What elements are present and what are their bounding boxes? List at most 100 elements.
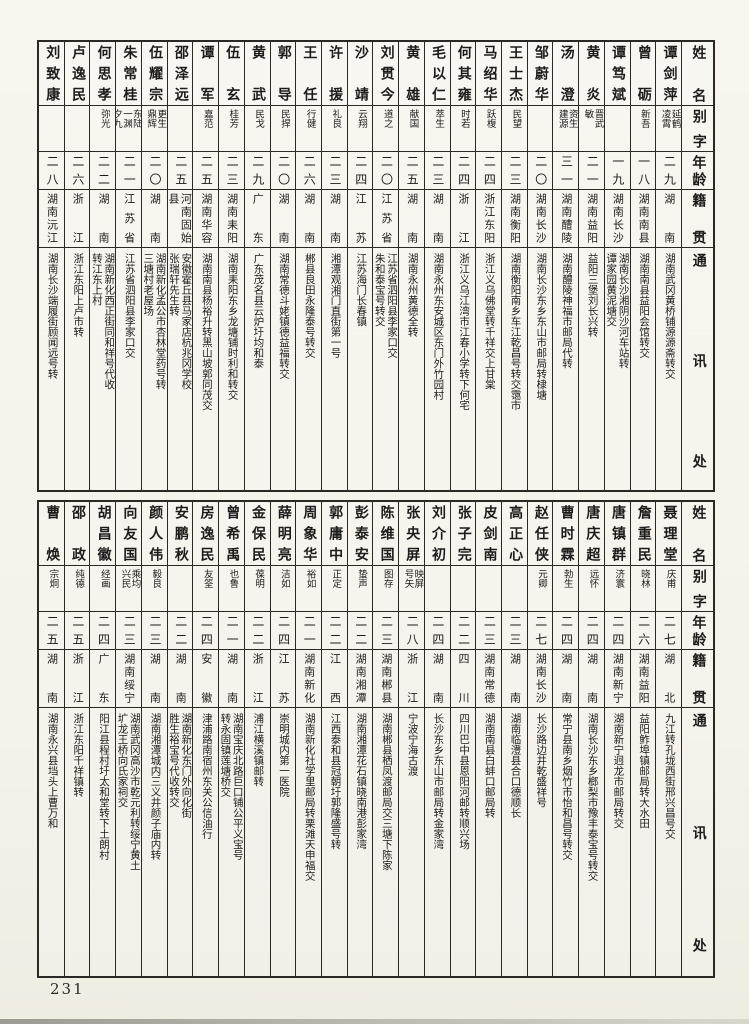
person-native-place: 浙江 — [251, 653, 264, 704]
person-native-place: 湖北 — [662, 653, 675, 704]
person-column: 许援 礼良 二三 湖南 湘潭观湘门直街第一号 — [320, 42, 347, 490]
person-courtesy-name: 献国 — [407, 109, 418, 128]
person-column: 伍耀宗 更生 鼎辉 二〇 湖南 湖南新化孟公市杏林堂药号转 三塘村老屋场 — [140, 42, 167, 490]
person-name: 毛以仁 — [430, 45, 445, 102]
header-courtesy-name: 别字 — [690, 109, 706, 148]
person-courtesy-name: 葆明 — [253, 569, 264, 588]
person-name: 邹蔚华 — [532, 45, 548, 102]
person-age: 二四 — [199, 615, 214, 646]
person-age: 二四 — [96, 615, 111, 646]
person-age: 二八 — [45, 155, 60, 186]
person-column: 高正心 二三 湖南 湖南临澧县合口德顺长 — [500, 502, 527, 976]
header-column: 姓名 别字 年龄 籍贯 通讯处 — [681, 502, 713, 976]
person-contact-address: 湖南新化孟公市杏林堂药号转 三塘村老屋场 — [142, 253, 166, 390]
person-native-place: 江苏 — [277, 653, 290, 704]
person-column: 曹时霖 勃生 二四 湖南 常宁县南乡烟竹市怡和昌号转交 — [552, 502, 579, 976]
header-native-place: 籍贯 — [690, 193, 706, 244]
person-name: 赵任侠 — [532, 505, 548, 562]
person-name: 黄武 — [249, 45, 265, 102]
person-contact-address: 湖南醴陵神福市邮局代转 — [560, 253, 572, 369]
person-courtesy-name: 晋武 敏 — [582, 109, 603, 128]
person-name: 皮剑南 — [481, 505, 497, 562]
person-age: 二三 — [328, 155, 343, 186]
page-number: 231 — [50, 980, 85, 998]
person-contact-address: 浙江义乌江湾市江春小学转下何宅 — [458, 253, 470, 411]
person-courtesy-name: 道之 — [381, 109, 392, 128]
person-native-place: 安徽 — [199, 653, 212, 704]
person-column: 毛以仁 萃生 二三 湖南 湖南永州东安城区东门外竹园村 — [423, 42, 450, 490]
person-age: 二四 — [482, 155, 497, 186]
directory-table-bottom: 姓名 别字 年龄 籍贯 通讯处 聂理堂 庆甫 二七 湖北 九江转孔垅西街邢兴昌号… — [37, 500, 715, 978]
person-column: 何其雍 时若 二四 浙江 浙江义乌江湾市江春小学转下何宅 — [449, 42, 476, 490]
person-column: 聂理堂 庆甫 二七 湖北 九江转孔垅西街邢兴昌号交 — [655, 502, 681, 976]
person-contact-address: 长沙路边井乾盛祥号 — [535, 713, 547, 808]
person-native-place: 湖南 — [431, 653, 444, 704]
person-column: 周象华 裕如 二一 湖南新化 湖南新化社学里邮局转栗滩天申福交 — [295, 502, 321, 976]
person-name: 谭笃斌 — [610, 45, 626, 102]
person-age: 二〇 — [379, 155, 394, 186]
person-column: 赵任侠 元卿 二七 湖南长沙 长沙路边井乾盛祥号 — [526, 502, 553, 976]
person-native-place: 浙江 — [405, 653, 418, 704]
person-contact-address: 湖南长沙湘阴沙河车站转 谭家园黄泥塘交 — [605, 253, 629, 369]
person-courtesy-name: 礼良 — [330, 109, 341, 128]
person-courtesy-name: 也鲁 — [227, 569, 238, 588]
person-courtesy-name: 萃生 — [433, 109, 444, 128]
person-native-place: 湖南常德 — [482, 653, 495, 704]
person-name: 伍玄 — [224, 45, 240, 102]
person-age: 二一 — [302, 615, 317, 646]
person-age: 二二 — [173, 615, 188, 646]
person-native-place: 浙江 — [457, 193, 470, 244]
person-column: 向友国 乘均 兴民 二三 湖南绥宁 湖南武冈高沙市乾元利转绥宁黄土 圹龙王桥向氏… — [115, 502, 141, 976]
person-contact-address: 湖南永州黄德全转 — [406, 253, 418, 337]
person-name: 金保民 — [249, 505, 265, 562]
person-courtesy-name: 资生 建源 — [556, 109, 577, 128]
person-age: 二三 — [508, 615, 523, 646]
person-column: 房逸民 友筌 二四 安徽 津浦路南宿州东关公信油行 — [192, 502, 219, 976]
person-native-place: 湖南长沙 — [611, 193, 624, 244]
person-contact-address: 湖南长沙端履街顾闻远号转 — [46, 253, 58, 379]
person-column: 颜人伟 毅良 二三 湖南 湖南湘潭城内三义井颜子庙内转 — [140, 502, 167, 976]
person-name: 何思孝 — [95, 45, 111, 102]
person-courtesy-name: 跃椱 — [484, 109, 495, 128]
person-courtesy-name: 友筌 — [201, 569, 212, 588]
header-age: 年龄 — [690, 155, 706, 186]
person-native-place: 江苏省 — [122, 193, 135, 244]
person-name: 张子完 — [455, 505, 471, 562]
person-age: 二一 — [225, 615, 240, 646]
person-name: 向友国 — [121, 505, 137, 562]
person-name: 王士杰 — [507, 45, 523, 102]
person-contact-address: 江苏省泗阳县李家口交 — [123, 253, 135, 358]
person-name: 刘致康 — [44, 45, 60, 102]
person-column: 朱常桂 东陆 一渊 夕九 二一 江苏省 江苏省泗阳县李家口交 — [115, 42, 141, 490]
person-column: 胡昌徽 经画 二四 广东 阳江县程村圩太和堂转下土朗村 — [89, 502, 116, 976]
person-column: 邵政 纯德 二五 浙江 浙江东阳千祥镇转 — [63, 502, 90, 976]
person-age: 二五 — [70, 615, 85, 646]
person-name: 黄雄 — [404, 45, 420, 102]
person-age: 二九 — [662, 155, 677, 186]
person-column: 唐镇群 济寰 二四 湖南新宁 湖南新宁迥龙市邮局转交 — [603, 502, 630, 976]
person-native-place: 湖南 — [45, 653, 58, 704]
person-contact-address: 江西泰和县冠朝圩郭隆盛号转 — [329, 713, 341, 850]
person-contact-address: 四川巴中县恩阳河邮转顺兴场 — [458, 713, 470, 850]
person-name: 聂理堂 — [661, 505, 677, 562]
person-contact-address: 崇明城内第一医院 — [278, 713, 290, 797]
person-column: 王士杰 民望 二三 湖南衡阳 湖南衡阳南乡车江乾昌号转交霭市 — [500, 42, 527, 490]
person-courtesy-name: 远怀 — [587, 569, 598, 588]
person-column: 安鹏秋 二二 湖南 湖南新化东门外向化街 胜生裕宝号代收转交 — [166, 502, 193, 976]
person-column: 金保民 葆明 二二 浙江 浦江横溪镇邮转 — [243, 502, 270, 976]
person-age: 二三 — [147, 615, 162, 646]
person-name: 谭剑萍 — [661, 45, 677, 102]
person-courtesy-name: 经画 — [98, 569, 109, 588]
person-contact-address: 江苏海门长春镇 — [355, 253, 367, 327]
person-name: 房逸民 — [198, 505, 214, 562]
person-column: 邹蔚华 二〇 湖南长沙 湖南长沙东乡东山市邮局转棣塘 — [526, 42, 553, 490]
person-column: 唐庆超 远怀 二四 湖南 湖南长沙东乡榔梨市豫丰泰宝号转交 — [578, 502, 604, 976]
person-courtesy-name: 民捍 — [278, 109, 289, 128]
person-native-place: 湖南 — [328, 193, 341, 244]
person-column: 张子完 二二 四川 四川巴中县恩阳河邮转顺兴场 — [449, 502, 476, 976]
person-column: 谭军 嘉范 二五 湖南华容 湖南南县杨裕升转黑山坡郭同茂交 — [192, 42, 219, 490]
person-column: 曾希禹 也鲁 二一 湖南 湖南宝庆北路巨口铺公平义宝号 转永固镇莲塘桥交 — [218, 502, 244, 976]
person-native-place: 湖南 — [662, 193, 675, 244]
person-contact-address: 湖南新宁迥龙市邮局转交 — [612, 713, 624, 829]
